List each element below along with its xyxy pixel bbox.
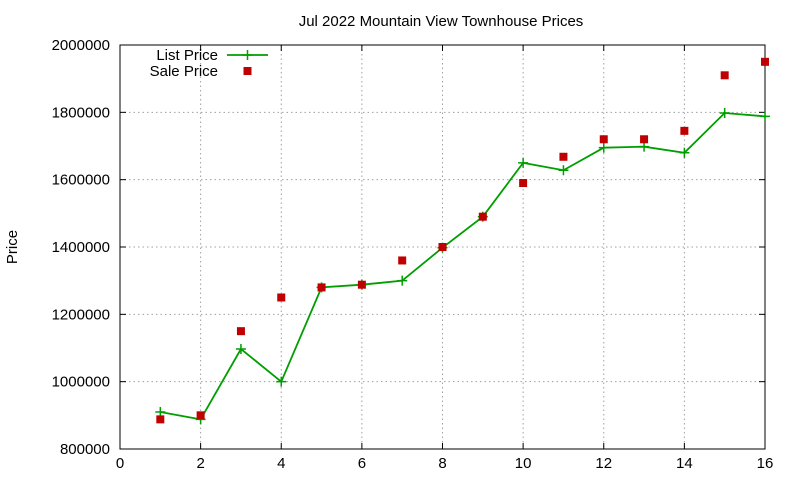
y-tick-label: 1400000 bbox=[52, 239, 110, 256]
sale-price-point bbox=[438, 243, 447, 251]
sale-price-point bbox=[680, 126, 689, 135]
legend-square-marker bbox=[243, 67, 252, 75]
sale-price-point bbox=[277, 293, 286, 302]
x-tick-label: 4 bbox=[277, 455, 285, 472]
x-tick-label: 0 bbox=[116, 455, 124, 472]
sale-price-point bbox=[720, 71, 729, 80]
y-tick-label: 800000 bbox=[60, 441, 110, 458]
sale-price-point bbox=[761, 57, 769, 66]
x-tick-label: 2 bbox=[196, 455, 204, 472]
legend-label: List Price bbox=[156, 47, 218, 64]
list-price-point bbox=[639, 141, 650, 152]
list-price-point bbox=[155, 406, 166, 417]
y-tick-label: 1200000 bbox=[52, 306, 110, 323]
list-price-line bbox=[160, 112, 766, 421]
axes: 0 2 4 6 8 10 12 14 16 800000 1000000 1200000 1400000… bbox=[52, 37, 774, 472]
y-tick-label: 1000000 bbox=[52, 374, 110, 391]
y-tick-label: 2000000 bbox=[52, 37, 110, 54]
sale-price-point bbox=[398, 256, 407, 265]
sale-price-point bbox=[599, 135, 608, 144]
chart-title: Jul 2022 Mountain View Townhouse Prices bbox=[299, 13, 584, 30]
x-tick-label: 6 bbox=[358, 455, 366, 472]
list-price-point bbox=[276, 376, 287, 387]
y-tick-label: 1800000 bbox=[52, 104, 110, 121]
x-tick-label: 16 bbox=[757, 455, 774, 472]
sale-price-point bbox=[357, 280, 366, 289]
sale-price-point bbox=[196, 411, 205, 420]
sale-price-point bbox=[156, 415, 165, 424]
sale-price-point bbox=[559, 152, 568, 161]
list-price-point bbox=[518, 157, 529, 168]
list-price-point bbox=[719, 108, 730, 119]
list-price-point bbox=[397, 275, 408, 286]
x-tick-label: 14 bbox=[676, 455, 693, 472]
list-price-point bbox=[760, 111, 770, 122]
sale-price-point bbox=[519, 179, 528, 188]
legend-label: Sale Price bbox=[150, 63, 218, 80]
sale-price-point bbox=[640, 135, 649, 144]
sale-price-point bbox=[478, 212, 487, 221]
x-tick-label: 12 bbox=[595, 455, 612, 472]
y-axis-label: Price bbox=[4, 230, 21, 264]
y-tick-label: 1600000 bbox=[52, 172, 110, 189]
series bbox=[155, 57, 770, 425]
x-tick-label: 8 bbox=[438, 455, 446, 472]
list-price-point bbox=[558, 165, 569, 176]
list-price-point bbox=[679, 147, 690, 158]
list-price-point bbox=[598, 142, 609, 153]
x-tick-label: 10 bbox=[515, 455, 532, 472]
sale-price-point bbox=[317, 283, 326, 292]
list-price-point bbox=[235, 344, 246, 355]
legend-plus-marker bbox=[242, 50, 253, 60]
sale-price-point bbox=[236, 327, 245, 336]
